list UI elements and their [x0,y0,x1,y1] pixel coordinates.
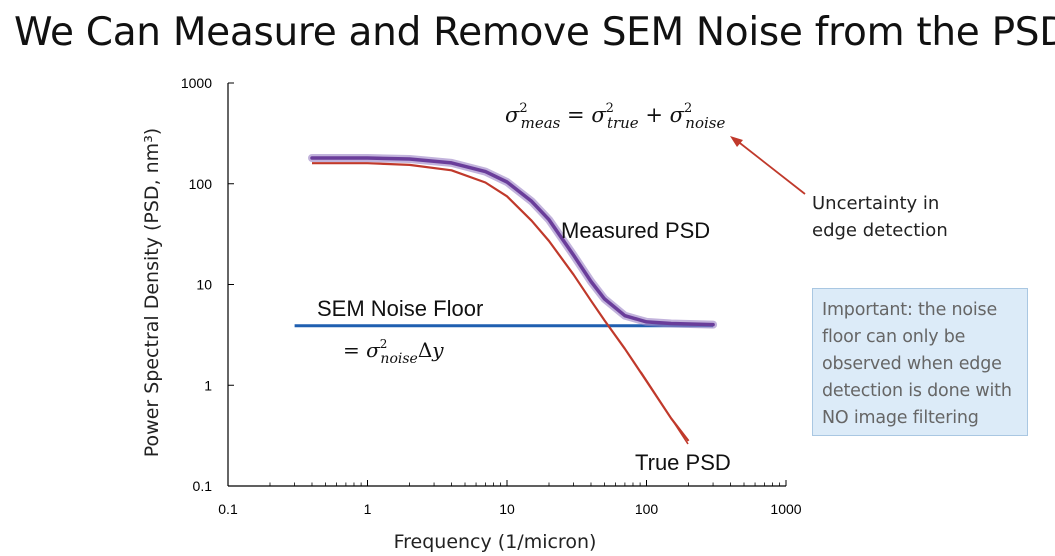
y-tick-label: 0.1 [193,478,213,494]
note-line: detection is done with [822,381,1012,401]
note-line: observed when edge [822,354,1002,374]
uncertainty-arrow-line [735,139,806,195]
x-tick-label: 10 [499,501,515,517]
important-note-box: Important: the noise floor can only be o… [812,288,1028,436]
variance-formula: σ2 meas = σ2 true + σ2 noise [505,101,725,132]
callout-line: edge detection [812,220,948,241]
measured-psd-label: Measured PSD [561,218,710,243]
x-axis-title: Frequency (1/micron) [394,531,597,553]
y-axis-title: Power Spectral Density (PSD, nm³) [141,128,163,457]
note-line: NO image filtering [822,408,979,428]
y-tick-label: 100 [189,176,213,192]
chart-annotations: Measured PSD True PSD SEM Noise Floor σ2 mea… [317,101,806,475]
chart-axes: 0.1 1 10 100 1000 0.1 1 10 100 1000 Frequency (1/m… [141,75,802,553]
note-line: floor can only be [822,327,966,347]
chart-series [294,154,718,442]
true-psd-leader-line [640,371,689,445]
noise-formula: = σ2 noiseΔy [343,337,444,367]
uncertainty-arrow-head [730,136,743,147]
y-tick-label: 10 [196,277,212,293]
series-measured-psd-line [310,156,715,327]
series-true-psd-line [312,162,690,442]
y-tick-label: 1 [204,377,212,393]
true-psd-label: True PSD [635,450,731,475]
x-tick-label: 100 [635,501,659,517]
note-line: Important: the noise [822,300,998,320]
noise-floor-label: SEM Noise Floor [317,296,483,321]
slide-title: We Can Measure and Remove SEM Noise from… [14,10,1055,55]
y-tick-label: 1000 [181,75,212,91]
uncertainty-callout: Uncertainty in edge detection [812,190,948,244]
x-tick-label: 1 [364,501,372,517]
callout-line: Uncertainty in [812,193,940,214]
x-tick-label: 0.1 [218,501,238,517]
x-tick-label: 1000 [770,501,801,517]
